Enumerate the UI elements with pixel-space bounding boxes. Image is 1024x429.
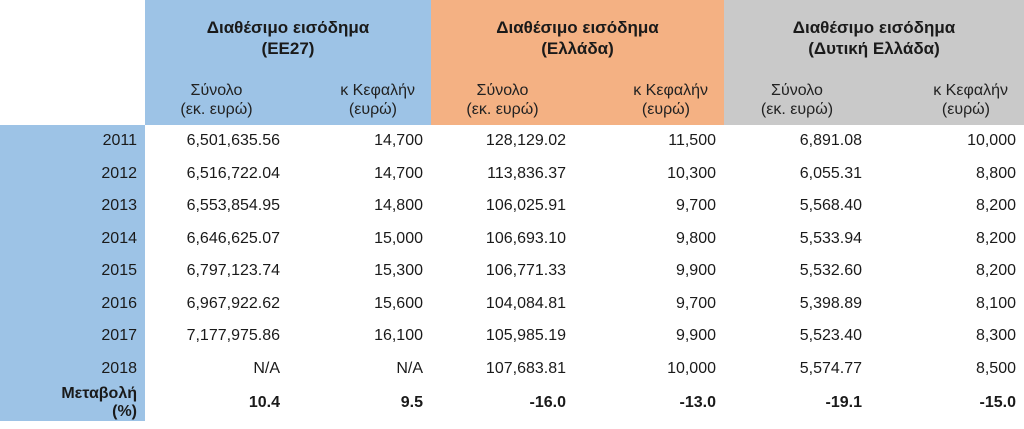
value-cell: 6,501,635.56 [186, 132, 280, 150]
value-cell: 9,900 [675, 327, 716, 345]
value-cell: 6,553,854.95 [186, 197, 280, 215]
value-cell: 6,516,722.04 [186, 164, 280, 182]
value-cell: 8,500 [975, 359, 1016, 377]
year-cell: 2015 [0, 255, 145, 288]
group-header-greece: Διαθέσιμο εισόδημα (Ελλάδα) [431, 0, 724, 75]
value-cell: 106,771.33 [485, 262, 566, 280]
year-cell: 2018 [0, 352, 145, 385]
change-value-cell: -16.0 [529, 394, 566, 411]
value-cell: 6,797,123.74 [186, 262, 280, 280]
table-row: 2017 7,177,975.86 16,100 105,985.19 9,900 5,5… [0, 320, 1024, 353]
group-header-row: Διαθέσιμο εισόδημα (ΕΕ27) Διαθέσιμο εισό… [0, 0, 1024, 75]
change-value-cell: 10.4 [248, 394, 280, 411]
table-body: 2011 6,501,635.56 14,700 128,129.02 11,500 6,… [0, 125, 1024, 421]
change-value-cell: -15.0 [979, 394, 1016, 411]
value-cell: 9,900 [675, 262, 716, 280]
value-cell: 10,000 [667, 359, 716, 377]
value-cell: 8,200 [975, 229, 1016, 247]
value-cell: 9,700 [675, 294, 716, 312]
change-value-cell: -19.1 [825, 394, 862, 411]
subheader-total: Σύνολο (εκ. ευρώ) [724, 75, 870, 125]
table-row: 2012 6,516,722.04 14,700 113,836.37 10,300 6,… [0, 157, 1024, 190]
value-cell: 6,055.31 [799, 164, 862, 182]
value-cell: 16,100 [374, 327, 423, 345]
group-title-text: Διαθέσιμο εισόδημα [496, 17, 659, 37]
table-row: 2018 N/A N/A 107,683.81 10,000 5,574.77 8,500 [0, 352, 1024, 385]
year-cell: 2014 [0, 222, 145, 255]
subheader-per-capita: κ Κεφαλήν (ευρώ) [574, 75, 724, 125]
subheader-total: Σύνολο (εκ. ευρώ) [431, 75, 574, 125]
year-cell: 2013 [0, 190, 145, 223]
value-cell: 5,574.77 [799, 359, 862, 377]
group-title-region: (Δυτική Ελλάδα) [808, 38, 940, 58]
value-cell: 5,532.60 [799, 262, 862, 280]
value-cell: 8,300 [975, 327, 1016, 345]
subheader-per-capita: κ Κεφαλήν (ευρώ) [288, 75, 431, 125]
change-value-cell: 9.5 [400, 394, 423, 411]
value-cell: 105,985.19 [485, 327, 566, 345]
value-cell: 15,300 [374, 262, 423, 280]
value-cell: 5,568.40 [799, 197, 862, 215]
value-cell: 8,800 [975, 164, 1016, 182]
group-title-text: Διαθέσιμο εισόδημα [792, 17, 956, 37]
table-row: 2015 6,797,123.74 15,300 106,771.33 9,900 5,5… [0, 255, 1024, 288]
value-cell: 5,533.94 [799, 229, 862, 247]
subheader-per-capita: κ Κεφαλήν (ευρώ) [870, 75, 1024, 125]
value-cell: N/A [253, 359, 280, 377]
group-header-eu27: Διαθέσιμο εισόδημα (ΕΕ27) [145, 0, 431, 75]
value-cell: 106,693.10 [485, 229, 566, 247]
table-row: 2013 6,553,854.95 14,800 106,025.91 9,700 5,5… [0, 190, 1024, 223]
value-cell: 8,200 [975, 262, 1016, 280]
group-header-western-greece: Διαθέσιμο εισόδημα (Δυτική Ελλάδα) [724, 0, 1024, 75]
value-cell: 7,177,975.86 [186, 327, 280, 345]
value-cell: 5,398.89 [799, 294, 862, 312]
corner-cell [0, 0, 145, 75]
value-cell: 9,800 [675, 229, 716, 247]
table-row: 2014 6,646,625.07 15,000 106,693.10 9,800 5,5… [0, 222, 1024, 255]
subheader-total: Σύνολο (εκ. ευρώ) [145, 75, 288, 125]
value-cell: 106,025.91 [485, 197, 566, 215]
value-cell: 14,700 [374, 132, 423, 150]
value-cell: 5,523.40 [799, 327, 862, 345]
subheader-row: Σύνολο (εκ. ευρώ) κ Κεφαλήν (ευρώ) Σύνολο(… [0, 75, 1024, 125]
value-cell: 14,800 [374, 197, 423, 215]
change-row: Μεταβολή (%) 10.4 9.5 -16.0 -13.0 -19.1 -15.0 [0, 385, 1024, 421]
value-cell: 113,836.37 [487, 164, 566, 182]
group-title-region: (Ελλάδα) [541, 38, 614, 58]
table-row: 2016 6,967,922.62 15,600 104,084.81 9,700 5,3… [0, 287, 1024, 320]
value-cell: 128,129.02 [485, 132, 566, 150]
value-cell: 107,683.81 [485, 359, 566, 377]
value-cell: 14,700 [374, 164, 423, 182]
value-cell: 11,500 [668, 132, 716, 150]
year-cell: 2017 [0, 320, 145, 353]
change-label: Μεταβολή (%) [0, 385, 145, 421]
change-value-cell: -13.0 [679, 394, 716, 411]
group-title-region: (ΕΕ27) [261, 38, 315, 58]
value-cell: 8,100 [975, 294, 1016, 312]
value-cell: 6,891.08 [799, 132, 862, 150]
corner-cell [0, 75, 145, 125]
group-title-text: Διαθέσιμο εισόδημα [206, 17, 370, 37]
value-cell: 10,300 [667, 164, 716, 182]
value-cell: 15,000 [374, 229, 423, 247]
year-cell: 2012 [0, 157, 145, 190]
value-cell: 10,000 [967, 132, 1016, 150]
year-cell: 2016 [0, 287, 145, 320]
value-cell: 6,967,922.62 [186, 294, 280, 312]
value-cell: 15,600 [374, 294, 423, 312]
year-cell: 2011 [0, 125, 145, 158]
value-cell: 104,084.81 [485, 294, 566, 312]
table-row: 2011 6,501,635.56 14,700 128,129.02 11,500 6,… [0, 125, 1024, 158]
value-cell: N/A [396, 359, 423, 377]
value-cell: 6,646,625.07 [186, 229, 280, 247]
value-cell: 9,700 [675, 197, 716, 215]
value-cell: 8,200 [975, 197, 1016, 215]
